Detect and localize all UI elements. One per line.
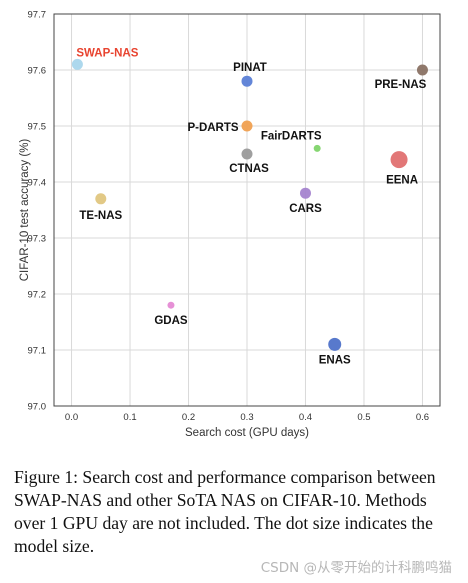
data-point-enas — [328, 337, 342, 351]
x-tick-label: 0.0 — [65, 412, 78, 423]
data-label-te-nas: TE-NAS — [79, 210, 122, 222]
x-axis-label: Search cost (GPU days) — [185, 427, 309, 439]
data-label-ctnas: CTNAS — [229, 163, 269, 175]
y-tick-label: 97.0 — [28, 402, 47, 413]
y-tick-label: 97.4 — [28, 178, 47, 189]
data-point-cars — [299, 187, 311, 199]
data-label-pre-nas: PRE-NAS — [375, 79, 427, 91]
data-point-swap-nas — [71, 58, 83, 70]
y-tick-label: 97.5 — [28, 122, 47, 133]
x-tick-label: 0.6 — [416, 412, 429, 423]
y-axis-label: CIFAR-10 test accuracy (%) — [19, 139, 31, 282]
data-label-swap-nas: SWAP-NAS — [76, 47, 138, 59]
plot-frame — [53, 13, 441, 407]
x-tick-label: 0.3 — [240, 412, 253, 423]
data-label-eena: EENA — [386, 175, 418, 187]
y-tick-label: 97.1 — [28, 346, 47, 357]
y-tick-label: 97.3 — [28, 234, 47, 245]
y-tick-label: 97.7 — [28, 10, 47, 21]
data-point-pre-nas — [416, 64, 428, 76]
data-label-gdas: GDAS — [154, 315, 188, 327]
data-point-fairdarts — [313, 144, 321, 152]
x-tick-label: 0.1 — [123, 412, 136, 423]
data-label-fairdarts: FairDARTS — [261, 130, 322, 142]
figure-caption: Figure 1: Search cost and performance co… — [14, 467, 436, 556]
x-tick-label: 0.4 — [299, 412, 312, 423]
data-point-p-darts — [241, 120, 253, 132]
x-tick-label: 0.5 — [357, 412, 370, 423]
x-tick-label: 0.2 — [182, 412, 195, 423]
data-point-eena — [390, 151, 408, 169]
data-point-gdas — [167, 301, 175, 309]
data-point-ctnas — [241, 148, 253, 160]
y-tick-label: 97.2 — [28, 290, 47, 301]
data-point-te-nas — [95, 193, 107, 205]
data-point-pinat — [241, 75, 253, 87]
data-label-enas: ENAS — [319, 354, 351, 366]
y-tick-label: 97.6 — [28, 66, 47, 77]
watermark: CSDN @从零开始的计科鹏鸣猫 — [260, 560, 452, 576]
chart-svg: 0.0 0.1 0.2 0.3 0.4 0.5 0.6 97.0 97.1 97.2 97.3 97.… — [19, 10, 441, 439]
data-label-p-darts: P-DARTS — [187, 122, 238, 134]
scatter-chart: 0.0 0.1 0.2 0.3 0.4 0.5 0.6 97.0 97.1 97.2 97.3 97.… — [19, 10, 441, 439]
data-label-pinat: PINAT — [233, 62, 267, 74]
data-label-cars: CARS — [289, 203, 322, 215]
